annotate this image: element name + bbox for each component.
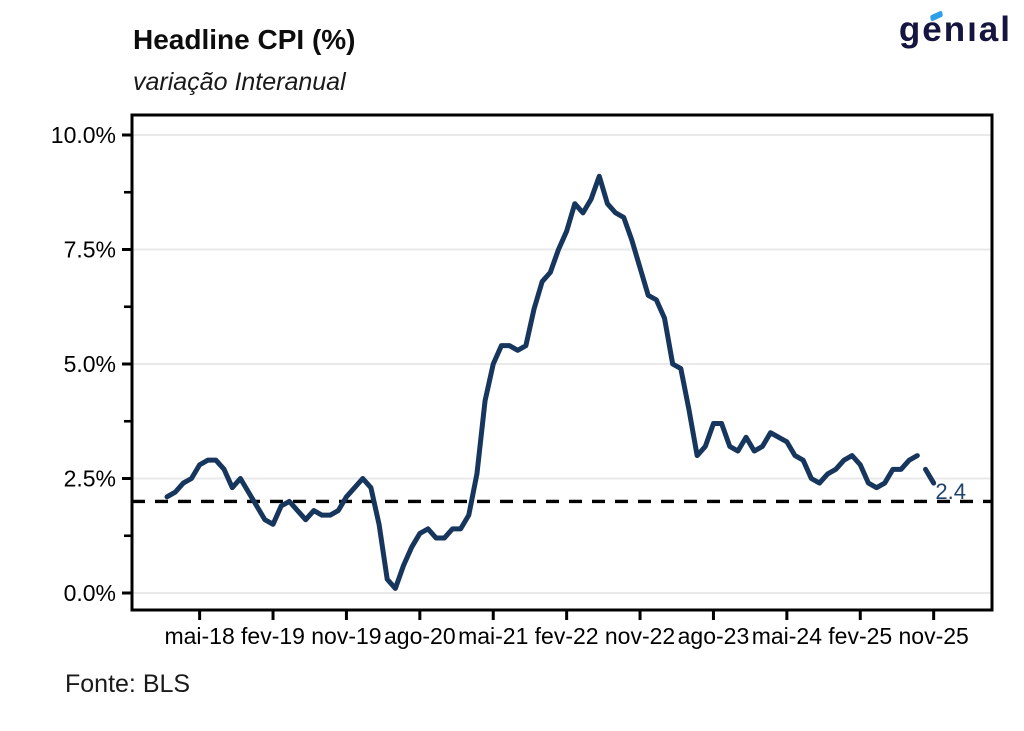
y-axis-label: 10.0%	[51, 122, 116, 148]
plot-border	[130, 113, 994, 612]
y-axis-label: 5.0%	[64, 351, 116, 377]
x-axis-label: fev-25	[828, 623, 892, 649]
x-axis-label: fev-22	[535, 623, 599, 649]
x-axis-label: ago-20	[384, 623, 456, 649]
x-axis-label: ago-23	[678, 623, 750, 649]
page-title: Headline CPI (%)	[133, 24, 356, 55]
x-axis-label: nov-25	[898, 623, 968, 649]
x-axis-label: mai-18	[164, 623, 234, 649]
cpi-series-line	[923, 466, 937, 486]
source-note: Fonte: BLS	[65, 670, 191, 698]
x-axis-label: mai-21	[458, 623, 528, 649]
cpi-series-line	[164, 173, 920, 591]
genial-logo: genıal	[898, 10, 1012, 60]
x-axis-label: mai-24	[752, 623, 823, 649]
x-axis-label: fev-19	[241, 623, 305, 649]
genial-logo-text: genıal	[898, 10, 1012, 49]
end-value-label: 2.4	[935, 479, 966, 504]
y-axis-label: 7.5%	[64, 237, 116, 263]
y-axis-label: 0.0%	[64, 580, 116, 606]
x-axis-label: nov-19	[311, 623, 381, 649]
x-axis-label: nov-22	[605, 623, 675, 649]
y-axis-label: 2.5%	[64, 466, 116, 492]
page-subtitle: variação Interanual	[133, 68, 346, 96]
